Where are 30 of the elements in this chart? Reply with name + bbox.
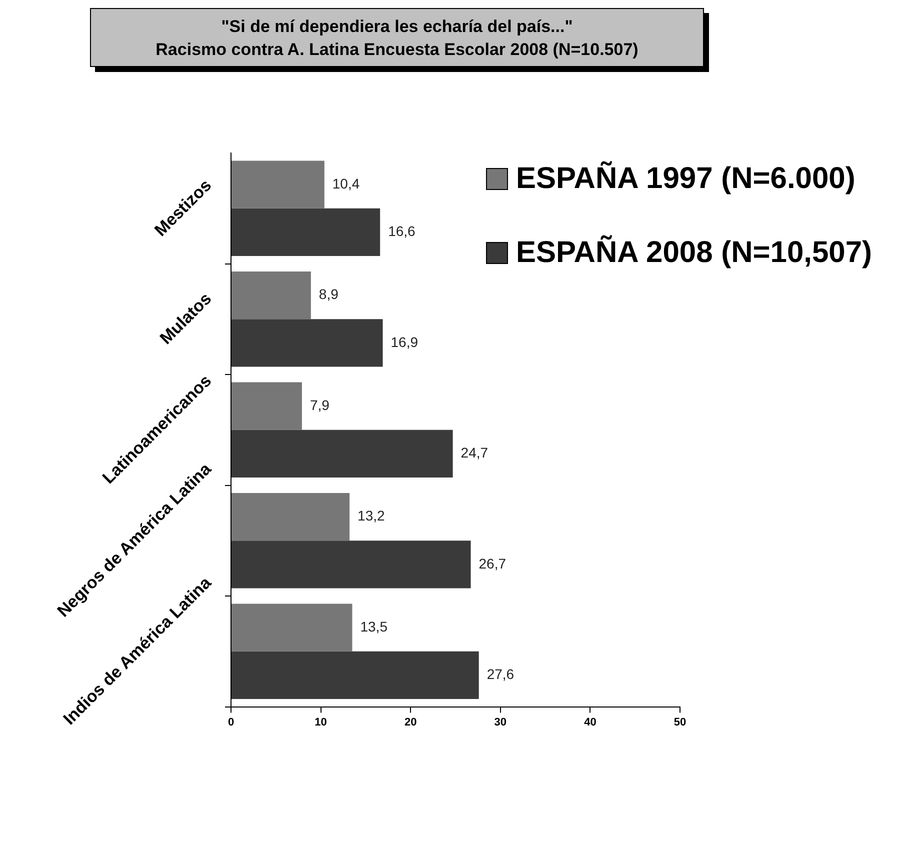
- chart-subtitle: Racismo contra A. Latina Encuesta Escolar 2008 (N=10.507): [154, 39, 640, 61]
- x-tick-label: 0: [228, 716, 234, 728]
- x-tick-label: 10: [314, 716, 327, 728]
- bar: [232, 430, 453, 478]
- data-label: 7,9: [310, 396, 330, 413]
- data-label: 10,4: [332, 175, 360, 192]
- data-label: 16,9: [390, 334, 418, 350]
- bar: [232, 272, 311, 320]
- data-label: 13,5: [360, 618, 388, 634]
- bar: [232, 208, 380, 256]
- bar: [232, 382, 302, 430]
- data-label: 8,9: [318, 286, 339, 302]
- chart-title: "Si de mí dependiera les echaría del país...": [220, 16, 574, 38]
- data-label: 27,6: [486, 666, 514, 682]
- legend-label: ESPAÑA 1997 (N=6.000): [516, 162, 856, 196]
- data-label: 24,7: [460, 444, 488, 461]
- legend-label: ESPAÑA 2008 (N=10,507): [516, 236, 872, 270]
- data-label: 16,6: [388, 223, 416, 240]
- bar: [232, 651, 479, 700]
- x-tick-label: 20: [404, 716, 417, 728]
- x-tick-label: 50: [674, 716, 686, 728]
- bar: [232, 319, 383, 367]
- bar: [232, 540, 471, 588]
- bar: [232, 493, 350, 541]
- data-label: 13,2: [358, 508, 385, 524]
- bar: [232, 160, 324, 208]
- data-label: 26,7: [478, 555, 506, 572]
- x-tick-label: 40: [584, 716, 596, 728]
- bar: [232, 604, 352, 652]
- x-tick-label: 30: [494, 716, 507, 728]
